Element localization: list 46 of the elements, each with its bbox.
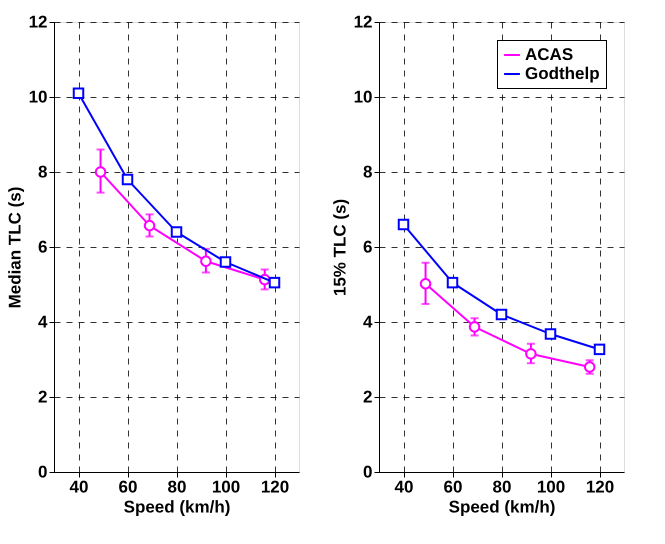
- y-tick-label: 0: [363, 462, 372, 482]
- point: [468, 321, 480, 333]
- x-tick-label: 120: [260, 478, 290, 496]
- y-tick-label: 4: [38, 312, 48, 332]
- legend-label: Godthelp: [525, 64, 600, 83]
- x-tick-label: 100: [536, 478, 566, 496]
- point: [72, 88, 84, 99]
- x-tick-label: 60: [118, 478, 138, 496]
- y-axis-title: 15% TLC (s): [330, 198, 350, 296]
- y-tick-label: 6: [363, 238, 372, 256]
- y-tick-label: 12: [28, 12, 48, 32]
- y-tick-label: 4: [363, 312, 374, 332]
- y-tick-label: 2: [38, 388, 48, 406]
- point: [200, 256, 212, 267]
- x-tick-label: 80: [492, 478, 512, 496]
- y-tick-label: 10: [354, 88, 372, 106]
- point: [170, 226, 182, 238]
- x-tick-label: 60: [444, 478, 462, 496]
- y-tick-label: 12: [354, 12, 372, 32]
- y-tick-label: 10: [28, 88, 48, 106]
- y-tick-label: 0: [38, 462, 48, 482]
- y-tick-label: 2: [363, 388, 372, 406]
- point: [496, 308, 508, 320]
- y-tick-label: 8: [363, 162, 372, 182]
- point: [420, 278, 432, 290]
- x-axis-title: Speed (km/h): [124, 498, 230, 516]
- y-axis-title: Median TLC (s): [6, 186, 25, 308]
- x-tick-label: 80: [168, 478, 186, 496]
- point: [268, 276, 280, 288]
- point: [594, 344, 606, 356]
- point: [144, 220, 156, 232]
- point: [398, 218, 410, 230]
- x-axis-title: Speed (km/h): [448, 498, 556, 516]
- x-tick-label: 120: [586, 478, 614, 496]
- y-tick-label: 8: [38, 162, 48, 182]
- point: [446, 276, 458, 288]
- point: [122, 174, 134, 186]
- point: [525, 348, 537, 360]
- point: [544, 328, 556, 340]
- x-tick-label: 100: [212, 478, 240, 496]
- point: [220, 256, 232, 268]
- x-tick-label: 40: [394, 478, 414, 496]
- y-tick-label: 6: [38, 238, 48, 256]
- x-tick-label: 40: [70, 478, 88, 496]
- legend-label: ACAS: [525, 45, 574, 64]
- point: [94, 166, 106, 178]
